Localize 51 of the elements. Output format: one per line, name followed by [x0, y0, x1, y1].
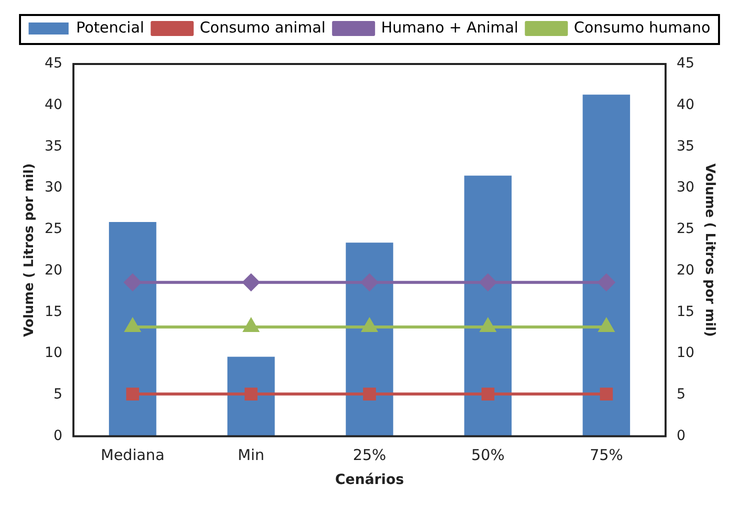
- x-tick-label: Mediana: [100, 446, 165, 464]
- point: [600, 388, 613, 400]
- y2-tick-label: 35: [676, 138, 694, 154]
- y2-tick-label: 20: [676, 262, 694, 278]
- legend-label: Potencial: [76, 18, 144, 36]
- y2-tick-label: 40: [676, 96, 694, 113]
- y2-tick-label: 10: [676, 345, 694, 362]
- x-tick-label: 25%: [352, 446, 386, 464]
- legend-label: Consumo animal: [200, 18, 326, 36]
- y2-tick-label: 25: [676, 221, 694, 238]
- point: [124, 274, 142, 291]
- y-tick-label: 35: [44, 138, 62, 154]
- point: [244, 388, 258, 400]
- y-tick-label: 10: [44, 345, 62, 362]
- x-tick-label: 50%: [471, 446, 505, 464]
- legend-label: Consumo humano: [574, 18, 710, 36]
- y2-tick-label: 45: [676, 56, 694, 72]
- bar: [582, 94, 630, 436]
- point: [125, 318, 140, 332]
- bar: [108, 222, 156, 436]
- y2-tick-label: 30: [676, 180, 694, 196]
- point: [480, 318, 496, 332]
- y-tick-label: 0: [53, 428, 62, 444]
- point: [242, 274, 260, 291]
- y-axis-title: Volume ( Litros por mil): [22, 163, 38, 337]
- y-tick-label: 45: [44, 56, 62, 72]
- y-tick-label: 40: [44, 96, 62, 113]
- point: [481, 388, 494, 400]
- y-tick-label: 15: [44, 304, 62, 320]
- y2-tick-label: 0: [676, 428, 686, 444]
- x-axis-title: Cenários: [335, 472, 404, 488]
- legend-label: Humano + Animal: [381, 18, 518, 36]
- point: [598, 318, 614, 332]
- bar: [227, 356, 275, 436]
- y-tick-label: 20: [44, 262, 62, 278]
- point: [479, 274, 496, 291]
- y2-tick-label: 5: [676, 386, 686, 402]
- y2-axis-title: Volume ( Litros por mil): [702, 163, 717, 337]
- y2-tick-label: 15: [676, 304, 694, 320]
- x-tick-label: 75%: [590, 446, 624, 464]
- y-tick-label: 25: [44, 221, 62, 238]
- point: [244, 318, 259, 332]
- bar: [464, 176, 512, 436]
- point: [598, 274, 615, 291]
- y-tick-label: 5: [53, 386, 62, 402]
- point: [361, 274, 378, 291]
- point: [363, 388, 376, 400]
- point: [362, 318, 378, 332]
- y-tick-label: 30: [44, 180, 62, 196]
- x-tick-label: Min: [238, 446, 264, 464]
- point: [126, 388, 140, 400]
